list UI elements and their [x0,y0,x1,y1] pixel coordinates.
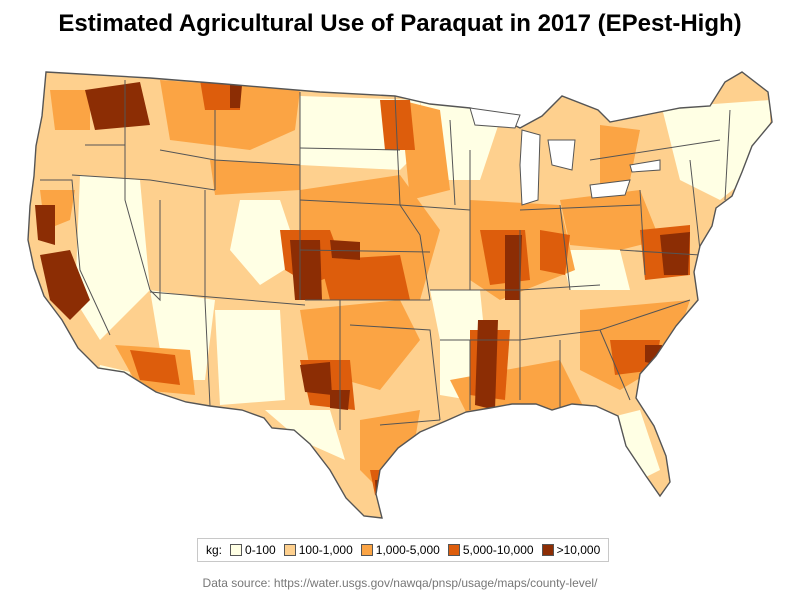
data-source-note: Data source: https://water.usgs.gov/nawq… [202,576,598,590]
legend-item-label: 100-1,000 [298,543,353,557]
legend-swatch [447,544,460,556]
legend-item-label: 0-100 [245,543,276,557]
state-boundaries [40,80,731,430]
legend-item-0-100: 0-100 [230,543,276,557]
great-lakes [469,107,661,206]
legend-unit-label: kg: [206,543,223,557]
us-county-map [27,71,773,519]
map-title: Estimated Agricultural Use of Paraquat i… [58,10,742,37]
legend-swatch [360,544,373,556]
legend-item-label: 1,000-5,000 [375,543,440,557]
low-use-regions [75,96,770,480]
legend-swatch [283,544,296,556]
legend-item-100-1000: 100-1,000 [283,543,353,557]
map-legend: kg: 0-100 100-1,000 1,000-5,000 5,000-10… [197,538,610,562]
legend-swatch [541,544,554,556]
legend-swatch [230,544,243,556]
legend-item-5000-10000: 5,000-10,000 [447,543,534,557]
legend-item-label: >10,000 [556,543,601,557]
legend-item-label: 5,000-10,000 [462,543,534,557]
very-high-use-regions [35,82,690,498]
legend-item-over-10000: >10,000 [541,543,601,557]
legend-item-1000-5000: 1,000-5,000 [360,543,440,557]
